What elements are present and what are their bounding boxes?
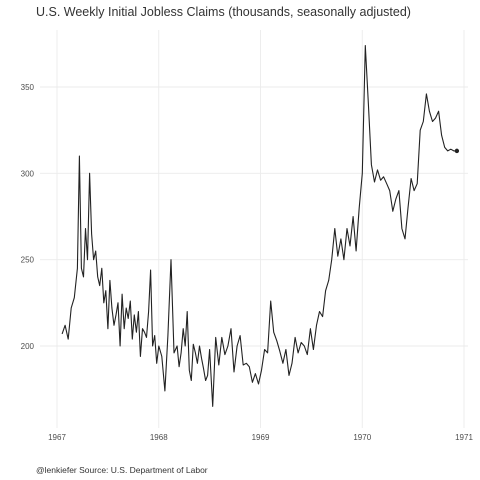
y-tick-label-250: 250 bbox=[21, 256, 35, 265]
grid bbox=[40, 30, 468, 428]
x-tick-label-1967: 1967 bbox=[48, 433, 66, 442]
x-tick-label-1969: 1969 bbox=[252, 433, 270, 442]
x-tick-label-1970: 1970 bbox=[353, 433, 371, 442]
series-layer bbox=[61, 45, 460, 407]
series-endpoint-0 bbox=[454, 148, 460, 154]
axis-labels: 200 250 300 350 1967 1968 1969 1970 1971 bbox=[21, 83, 474, 442]
chart-title: U.S. Weekly Initial Jobless Claims (thou… bbox=[36, 5, 411, 19]
series-line-0 bbox=[61, 45, 457, 407]
x-tick-label-1968: 1968 bbox=[150, 433, 168, 442]
y-tick-label-200: 200 bbox=[21, 342, 35, 351]
source-caption: @lenkiefer Source: U.S. Department of La… bbox=[36, 465, 208, 475]
y-tick-label-300: 300 bbox=[21, 169, 35, 178]
y-tick-label-350: 350 bbox=[21, 83, 35, 92]
x-tick-label-1971: 1971 bbox=[455, 433, 473, 442]
